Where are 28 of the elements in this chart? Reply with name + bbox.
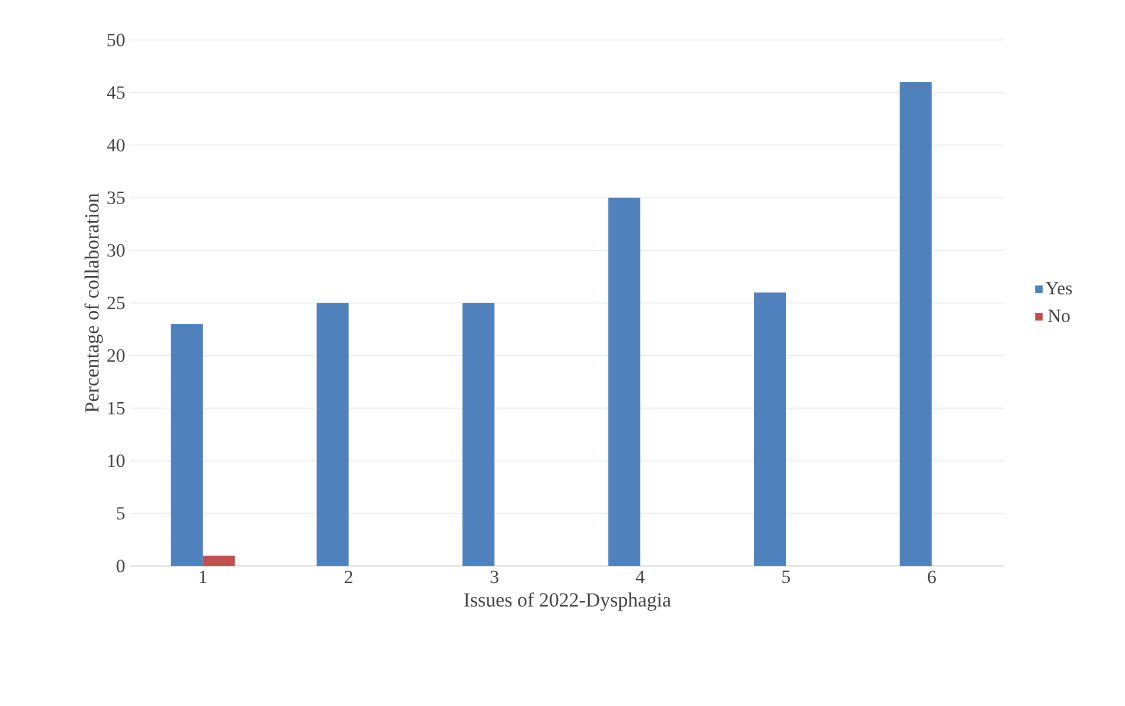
x-tick-label: 5 [782,570,790,584]
y-tick-label: 10 [108,454,125,468]
y-tick-label: 50 [107,33,125,47]
x-tick-label: 4 [635,570,645,583]
y-tick-label: 25 [107,296,125,310]
bar [754,292,786,566]
legend-label: No [1048,309,1070,323]
y-tick-label: 45 [106,86,125,99]
bar [202,555,235,566]
x-tick-label: 2 [344,570,353,584]
y-axis-title: Percentage of collaboration [84,193,103,413]
x-tick-label: 1 [199,570,207,584]
y-tick-label: 40 [106,138,125,152]
bar [316,302,349,566]
x-tick-label: 3 [490,570,499,584]
bar [899,82,932,566]
x-axis-title: Issues of 2022-Dysphagia [464,592,671,611]
legend-label: Yes [1045,282,1072,295]
bar [170,324,203,566]
y-tick-label: 35 [107,191,125,205]
y-tick-label: 0 [116,559,125,573]
y-tick-label: 20 [107,349,125,362]
bar [462,302,495,566]
x-tick-label: 6 [927,570,936,584]
y-tick-label: 15 [108,401,125,415]
y-tick-label: 5 [117,507,125,520]
y-tick-label: 30 [107,244,125,257]
bar [608,197,641,566]
